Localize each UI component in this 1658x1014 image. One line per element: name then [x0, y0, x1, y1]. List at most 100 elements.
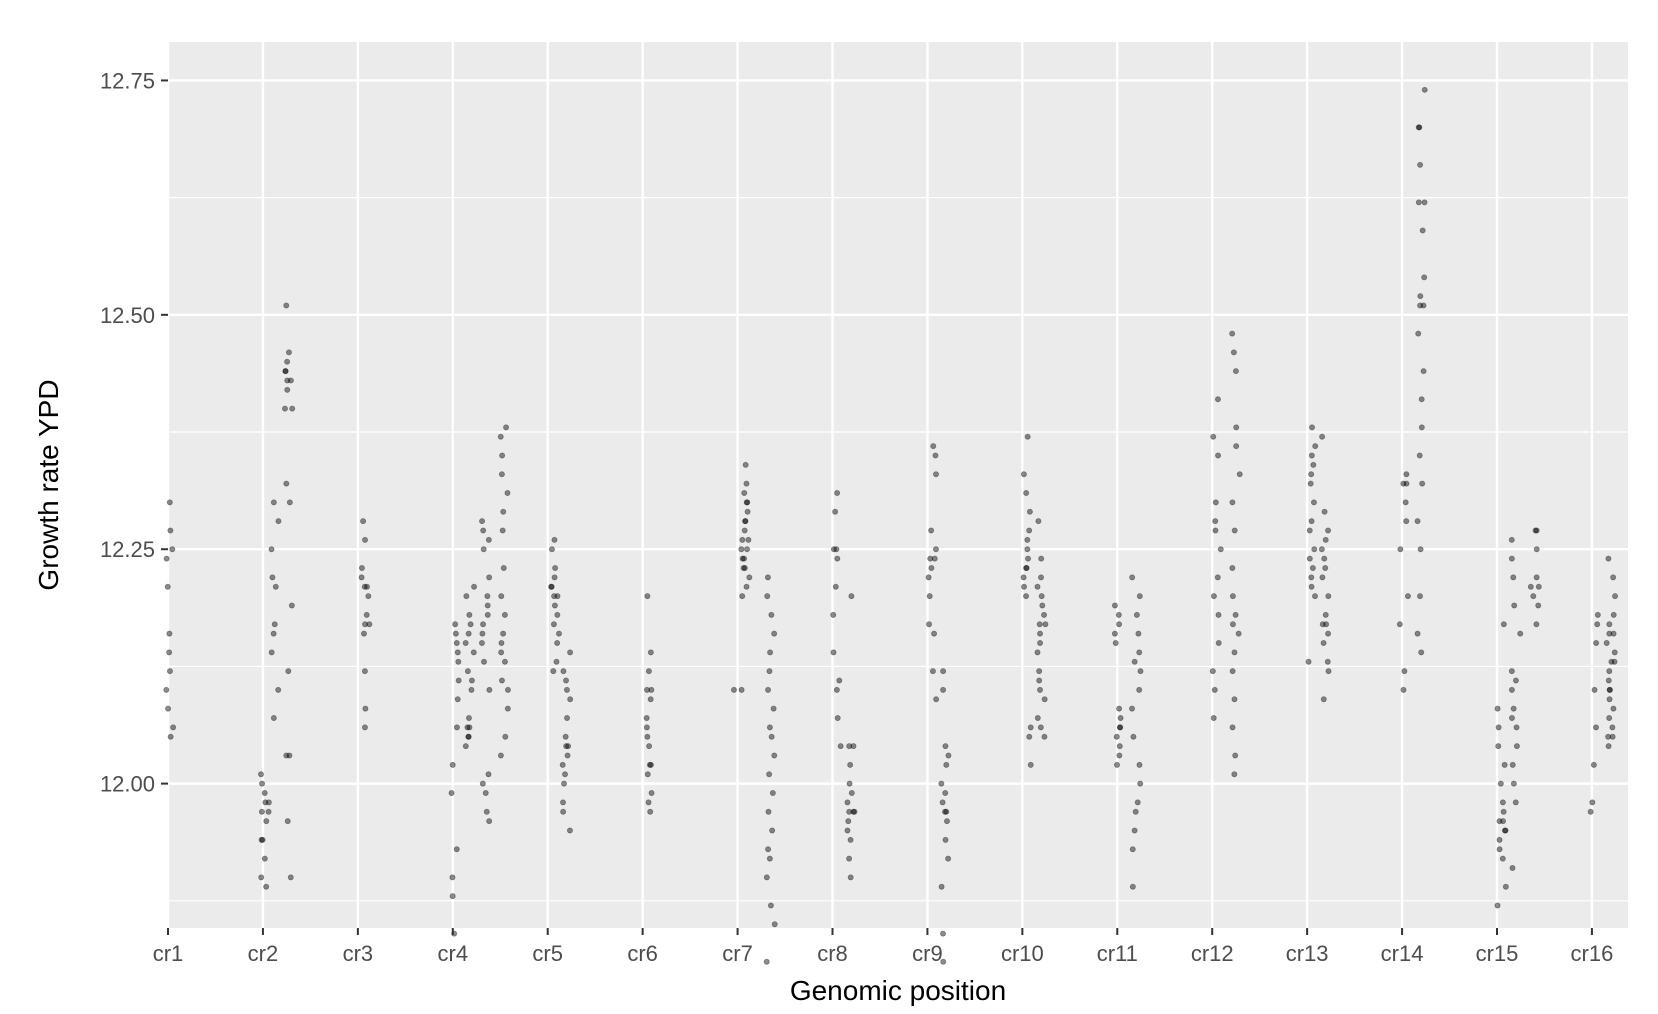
data-point [1034, 583, 1041, 590]
data-point [766, 724, 773, 731]
data-point [1403, 518, 1410, 525]
data-point [1397, 546, 1404, 553]
data-point [1215, 452, 1222, 459]
data-point [258, 836, 265, 843]
data-point [258, 874, 265, 881]
data-point [1320, 696, 1327, 703]
data-point [1229, 621, 1236, 628]
data-point [645, 799, 652, 806]
data-point [1417, 593, 1424, 600]
data-point [1527, 583, 1534, 590]
data-point [1231, 696, 1238, 703]
data-point [837, 743, 844, 750]
data-point [261, 789, 268, 796]
data-point [1401, 668, 1408, 675]
data-point [362, 705, 369, 712]
data-point [1137, 780, 1144, 787]
data-point [1319, 621, 1326, 628]
data-point [1215, 611, 1222, 618]
data-point [943, 761, 950, 768]
data-point [834, 714, 841, 721]
data-point [830, 611, 837, 618]
data-point [1611, 649, 1618, 656]
data-point [1308, 518, 1315, 525]
data-point [833, 686, 840, 693]
data-point [455, 677, 462, 684]
data-point [845, 818, 852, 825]
data-point [1593, 724, 1600, 731]
data-point [283, 302, 290, 309]
data-point [1513, 743, 1520, 750]
data-point [1496, 836, 1503, 843]
data-point [945, 855, 952, 862]
data-point [1421, 274, 1428, 281]
data-point [771, 630, 778, 637]
data-point [767, 902, 774, 909]
data-point [551, 593, 558, 600]
data-point [1502, 827, 1509, 834]
data-point [1415, 124, 1422, 131]
data-point [562, 733, 569, 740]
data-point [463, 593, 470, 600]
data-point [1418, 424, 1425, 431]
data-point [1589, 799, 1596, 806]
data-point [1500, 808, 1507, 815]
data-point [465, 733, 472, 740]
x-tick-label: cr3 [343, 941, 374, 966]
data-point [263, 818, 270, 825]
data-point [646, 761, 653, 768]
data-point [1027, 724, 1034, 731]
x-tick-label: cr6 [627, 941, 658, 966]
data-point [263, 883, 270, 890]
data-point [1590, 761, 1597, 768]
data-point [452, 630, 459, 637]
data-point [1593, 639, 1600, 646]
data-point [1415, 199, 1422, 206]
data-point [504, 489, 511, 496]
data-point [744, 546, 751, 553]
data-point [1116, 621, 1123, 628]
data-point [163, 686, 170, 693]
data-point [465, 630, 472, 637]
data-point [1508, 536, 1515, 543]
data-point [1318, 546, 1325, 553]
data-point [1129, 705, 1136, 712]
data-point [926, 621, 933, 628]
data-point [1115, 611, 1122, 618]
data-point [1500, 621, 1507, 628]
data-point [480, 621, 487, 628]
data-point [548, 583, 555, 590]
data-point [166, 668, 173, 675]
data-point [770, 705, 777, 712]
data-point [644, 686, 651, 693]
data-point [453, 639, 460, 646]
data-point [452, 621, 459, 628]
x-axis-ticks: cr1 cr2 cr3 cr4 cr5 cr6 cr7 cr8 cr9 cr10 cr11 cr12 c… [153, 928, 1613, 966]
data-point [1229, 564, 1236, 571]
data-point [1021, 583, 1028, 590]
data-point [498, 677, 505, 684]
data-point [453, 724, 460, 731]
data-point [1535, 583, 1542, 590]
data-point [499, 452, 506, 459]
data-point [1136, 649, 1143, 656]
data-point [1025, 555, 1032, 562]
data-point [938, 780, 945, 787]
data-point [847, 874, 854, 881]
data-point [846, 743, 853, 750]
data-point [1236, 471, 1243, 478]
x-tick-label: cr9 [912, 941, 943, 966]
data-point [1308, 574, 1315, 581]
data-point [1319, 433, 1326, 440]
data-point [270, 630, 277, 637]
data-point [1307, 480, 1314, 487]
data-point [1400, 686, 1407, 693]
data-point [554, 611, 561, 618]
data-point [1606, 621, 1613, 628]
data-point [1325, 593, 1332, 600]
data-point [1508, 668, 1515, 675]
x-tick-label: cr14 [1381, 941, 1424, 966]
data-point [1209, 668, 1216, 675]
data-point [1417, 293, 1424, 300]
data-point [1306, 555, 1313, 562]
